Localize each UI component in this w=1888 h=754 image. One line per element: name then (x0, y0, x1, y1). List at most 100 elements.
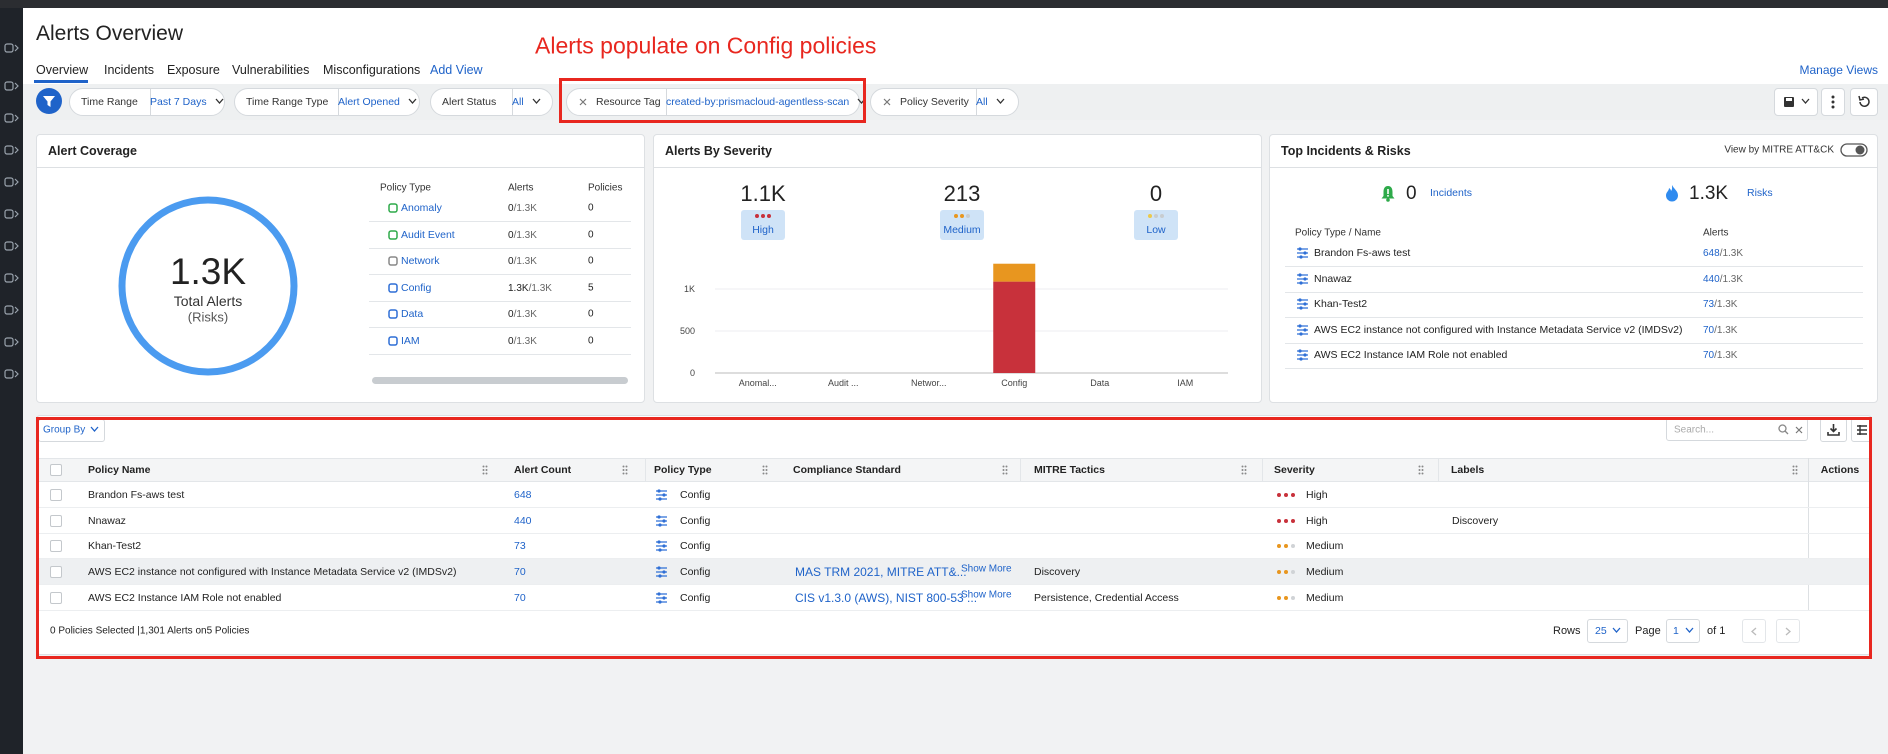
column-header[interactable]: Compliance Standard (793, 464, 901, 476)
drag-handle[interactable] (1002, 465, 1008, 475)
filter-value[interactable]: All (512, 96, 524, 108)
drag-handle[interactable] (482, 465, 488, 475)
config-icon (656, 592, 667, 604)
icon-part (1291, 544, 1295, 549)
policy-type-link[interactable]: Config (401, 281, 432, 294)
row-checkbox[interactable] (50, 514, 62, 527)
policy-type-link[interactable]: Audit Event (401, 228, 455, 241)
add-view-link[interactable]: Add View (430, 63, 483, 77)
alert-count-link[interactable]: 648 (514, 489, 532, 501)
compliance-standard: CIS v1.3.0 (AWS), NIST 800-53 ... (795, 590, 978, 605)
alert-count-link[interactable]: 70 (514, 591, 526, 604)
alert-count-link[interactable]: 70 (514, 566, 526, 579)
nav-icon[interactable] (4, 368, 19, 380)
nav-icon[interactable] (4, 42, 19, 54)
severity: Medium (1306, 540, 1344, 553)
column-header[interactable]: Policy Type (654, 464, 712, 476)
severity-dots (1148, 214, 1164, 218)
tab[interactable]: Exposure (167, 63, 220, 77)
row-checkbox[interactable] (50, 540, 62, 553)
filter-value[interactable]: All (976, 96, 988, 108)
icon-part (762, 472, 765, 475)
reset-button[interactable] (1850, 88, 1878, 116)
show-more-link[interactable]: Show More (961, 589, 1012, 601)
rows-select[interactable] (1587, 619, 1628, 643)
drag-handle[interactable] (1241, 465, 1247, 475)
filter-pill[interactable] (566, 88, 860, 116)
show-more-link[interactable]: Show More (961, 563, 1012, 575)
severity-label[interactable]: Low (1146, 224, 1166, 236)
alerts-count: 648/1.3K (1703, 247, 1743, 259)
drag-handle[interactable] (1418, 465, 1424, 475)
group-by-label[interactable]: Group By (43, 424, 86, 436)
nav-icon[interactable] (4, 144, 19, 156)
incidents-link[interactable]: Incidents (1430, 187, 1473, 199)
column-header[interactable]: Alert Count (514, 464, 572, 476)
nav-icon[interactable] (4, 336, 19, 348)
manage-views-link[interactable]: Manage Views (1799, 63, 1879, 77)
alert-count-link[interactable]: 440 (514, 514, 532, 527)
drag-handle[interactable] (622, 465, 628, 475)
tab[interactable]: Vulnerabilities (232, 63, 310, 77)
drag-handle[interactable] (1792, 465, 1798, 475)
remove-icon[interactable] (1795, 426, 1803, 434)
policy-type-link[interactable]: Data (401, 308, 424, 321)
nav-icon[interactable] (4, 272, 19, 284)
filter-pill[interactable] (870, 88, 1019, 116)
nav-icon[interactable] (4, 240, 19, 252)
nav-icon[interactable] (4, 304, 19, 316)
nav-icon[interactable] (4, 112, 19, 124)
filter-value[interactable]: created-by:prismacloud-agentless-scan (666, 96, 850, 108)
nav-icon[interactable] (4, 80, 19, 92)
icon-part (662, 596, 666, 600)
risks-link[interactable]: Risks (1747, 187, 1773, 199)
column-header[interactable]: MITRE Tactics (1034, 464, 1105, 476)
annotation: Alerts populate on Config policies (535, 32, 877, 59)
row-checkbox[interactable] (50, 591, 62, 604)
mitre-toggle[interactable] (1840, 143, 1868, 157)
label-part: /1.3K (513, 309, 537, 321)
table-row (37, 533, 1871, 560)
panel (36, 134, 645, 403)
config-icon (656, 540, 667, 552)
filter-button[interactable] (36, 88, 62, 114)
label-part: /1.3K (1714, 350, 1738, 361)
page-select[interactable] (1666, 619, 1700, 643)
severity-label[interactable]: Medium (943, 224, 981, 236)
icon-part (485, 472, 488, 475)
save-button[interactable] (1774, 88, 1818, 116)
column-header[interactable]: Severity (1274, 464, 1315, 476)
icon-part (1386, 198, 1390, 202)
remove-icon[interactable] (579, 98, 587, 106)
icon-part (1299, 306, 1303, 310)
filter-pill[interactable] (234, 88, 420, 116)
remove-icon[interactable] (883, 98, 891, 106)
severity-label[interactable]: High (752, 224, 774, 236)
icon-part (1299, 255, 1303, 259)
column-header[interactable]: Labels (1451, 464, 1485, 476)
drag-handle[interactable] (762, 465, 768, 475)
header-checkbox[interactable] (50, 464, 62, 476)
filter-pill[interactable] (430, 88, 553, 116)
tab[interactable]: Incidents (104, 63, 155, 77)
filter-value[interactable]: Alert Opened (338, 96, 400, 108)
prev-page[interactable] (1742, 619, 1766, 643)
table-row (37, 585, 1871, 611)
nav-icon[interactable] (4, 176, 19, 188)
icon-part (767, 214, 771, 218)
policy-type-link[interactable]: IAM (401, 335, 420, 347)
filter-value[interactable]: Past 7 Days (150, 96, 207, 108)
alert-count-link[interactable]: 73 (514, 540, 526, 553)
nav-icon[interactable] (4, 208, 19, 220)
icon-part (482, 465, 485, 468)
column-header[interactable]: Policy Name (88, 464, 151, 476)
alerts-count: 0/1.3K (508, 229, 537, 241)
next-page[interactable] (1776, 619, 1800, 643)
filter-pill[interactable] (69, 88, 225, 116)
row-checkbox[interactable] (50, 489, 62, 501)
tab[interactable]: Overview (36, 63, 89, 77)
tab[interactable]: Misconfigurations (323, 63, 421, 77)
policy-type-link[interactable]: Anomaly (401, 202, 442, 214)
policy-type-link[interactable]: Network (401, 255, 440, 268)
row-checkbox[interactable] (50, 566, 62, 579)
